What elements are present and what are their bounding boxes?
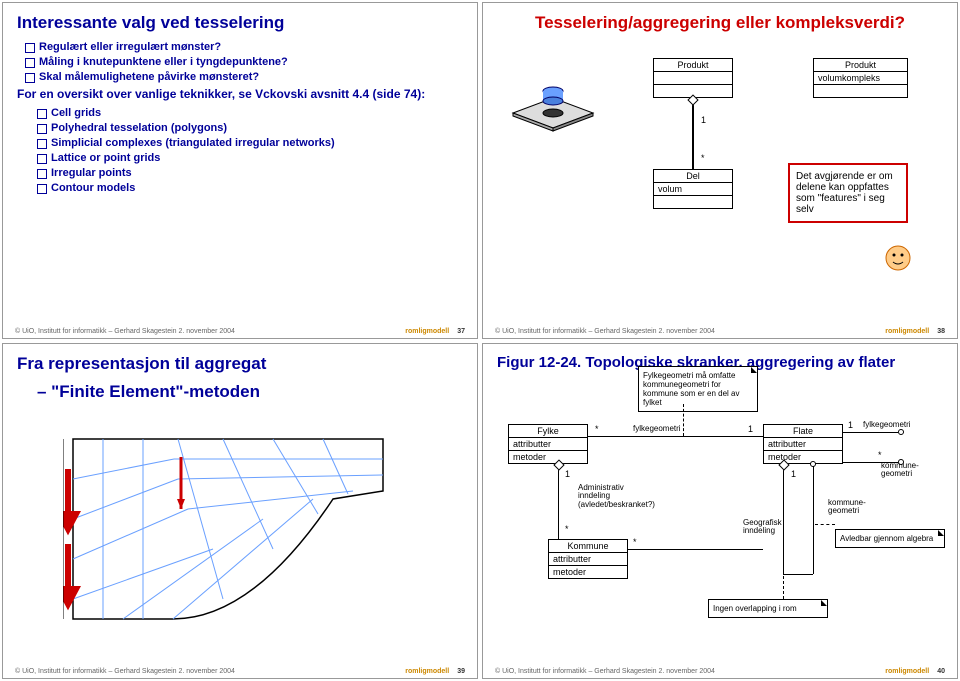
uml-header: Produkt [814, 59, 907, 72]
uml-row: attributter [509, 438, 587, 451]
dashed-line [683, 404, 684, 436]
footer: © UiO, Institutt for informatikk – Gerha… [483, 668, 957, 675]
uml-line [783, 464, 784, 574]
uml-del: Del volum [653, 169, 733, 209]
slide-2: Tesselering/aggregering eller kompleksve… [482, 2, 958, 339]
uml-flate: Flate attributter metoder [763, 424, 843, 464]
label-star: * [565, 524, 569, 534]
slide3-title-l1: Fra representasjon til aggregat [17, 354, 463, 374]
uml-row: metoder [549, 566, 627, 578]
uml-row [654, 72, 732, 85]
label-star: * [701, 153, 705, 163]
label-star: * [595, 424, 599, 434]
label-star: * [633, 537, 637, 547]
page-number: 37 [457, 328, 465, 335]
uml-header: Produkt [654, 59, 732, 72]
bullet: Irregular points [37, 167, 463, 179]
bullet: Regulært eller irregulært mønster? [25, 41, 463, 53]
bullet: Cell grids [37, 107, 463, 119]
slide2-title: Tesselering/aggregering eller kompleksve… [497, 13, 943, 33]
label-one: 1 [748, 424, 753, 434]
bullet: Lattice or point grids [37, 152, 463, 164]
uml-circle [810, 461, 816, 467]
uml-circle [898, 459, 904, 465]
uml-row: volum [654, 183, 732, 196]
label-one: 1 [848, 420, 853, 430]
footer-left: © UiO, Institutt for informatikk – Gerha… [15, 668, 235, 675]
face-icon [883, 243, 913, 273]
label-fylkegeometri: fylkegeometri [863, 420, 911, 429]
uml-row: metoder [509, 451, 587, 463]
note-fylkegeometri: Fylkegeometri må omfatte kommunegeometri… [638, 366, 758, 412]
uml-row [814, 85, 907, 97]
dashed-line [815, 524, 835, 525]
uml-line [628, 549, 763, 550]
uml-header: Flate [764, 425, 842, 438]
footer-mid: romligmodell [405, 668, 449, 675]
bullet: Simplicial complexes (triangulated irreg… [37, 137, 463, 149]
bullet: Polyhedral tesselation (polygons) [37, 122, 463, 134]
uml-row: attributter [549, 553, 627, 566]
footer: © UiO, Institutt for informatikk – Gerha… [3, 668, 477, 675]
label-one: 1 [565, 469, 570, 479]
slide-3: Fra representasjon til aggregat – "Finit… [2, 343, 478, 680]
uml-row [654, 196, 732, 208]
uml-line [783, 574, 813, 575]
platform-icon [508, 63, 598, 133]
label-fylkegeometri: fylkegeometri [633, 424, 681, 433]
bullet: Contour models [37, 182, 463, 194]
dashed-line [783, 576, 784, 599]
uml-line [588, 436, 763, 437]
bullet: Skal målemulighetene påvirke mønsteret? [25, 71, 463, 83]
note-algebra: Avledbar gjennom algebra [835, 529, 945, 548]
uml-row: volumkompleks [814, 72, 907, 85]
footer: © UiO, Institutt for informatikk – Gerha… [3, 328, 477, 335]
slide3-title-l2: – "Finite Element"-metoden [17, 382, 463, 402]
uml-row: attributter [764, 438, 842, 451]
label-admin: Administrativ inndeling (avledet/beskran… [578, 484, 655, 510]
page-number: 38 [937, 328, 945, 335]
slide1-bullets-top: Regulært eller irregulært mønster? Målin… [17, 41, 463, 83]
footer-mid: romligmodell [405, 328, 449, 335]
note-overlap: Ingen overlapping i rom [708, 599, 828, 618]
label-one: 1 [701, 115, 706, 125]
uml-produkt-1: Produkt [653, 58, 733, 98]
slide-1: Interessante valg ved tesselering Regulæ… [2, 2, 478, 339]
footer-mid: romligmodell [885, 328, 929, 335]
label-line: geometri [828, 507, 866, 516]
label-star: * [878, 450, 882, 460]
uml-line [558, 464, 559, 539]
footer: © UiO, Institutt for informatikk – Gerha… [483, 328, 957, 335]
page-number: 40 [937, 668, 945, 675]
uml-fylke: Fylke attributter metoder [508, 424, 588, 464]
uml-header: Fylke [509, 425, 587, 438]
uml-line [813, 464, 814, 574]
label-line: (avledet/beskranket?) [578, 501, 655, 510]
footer-left: © UiO, Institutt for informatikk – Gerha… [495, 328, 715, 335]
bullet: Måling i knutepunktene eller i tyngdepun… [25, 56, 463, 68]
slide1-subtitle: For en oversikt over vanlige teknikker, … [17, 87, 463, 101]
uml-header: Del [654, 170, 732, 183]
uml-header: Kommune [549, 540, 627, 553]
label-line: inndeling [743, 527, 782, 536]
footer-mid: romligmodell [885, 668, 929, 675]
uml-line [692, 99, 694, 169]
footer-left: © UiO, Institutt for informatikk – Gerha… [495, 668, 715, 675]
fem-diagram [63, 429, 393, 629]
uml-row: metoder [764, 451, 842, 463]
uml-kommune: Kommune attributter metoder [548, 539, 628, 579]
label-one: 1 [791, 469, 796, 479]
slide1-title: Interessante valg ved tesselering [17, 13, 463, 33]
label-line: geometri [881, 470, 919, 479]
page-number: 39 [457, 668, 465, 675]
uml-circle [898, 429, 904, 435]
uml-line [843, 432, 898, 433]
label-geo: Geografisk inndeling [743, 519, 782, 537]
label-kommunegeo-1: kommune- geometri [828, 499, 866, 517]
slide1-bullets-sub: Cell grids Polyhedral tesselation (polyg… [17, 107, 463, 194]
slide-4: Figur 12-24. Topologiske skranker, aggre… [482, 343, 958, 680]
speech-bubble: Det avgjørende er om delene kan oppfatte… [788, 163, 908, 223]
uml-produkt-2: Produkt volumkompleks [813, 58, 908, 98]
footer-left: © UiO, Institutt for informatikk – Gerha… [15, 328, 235, 335]
